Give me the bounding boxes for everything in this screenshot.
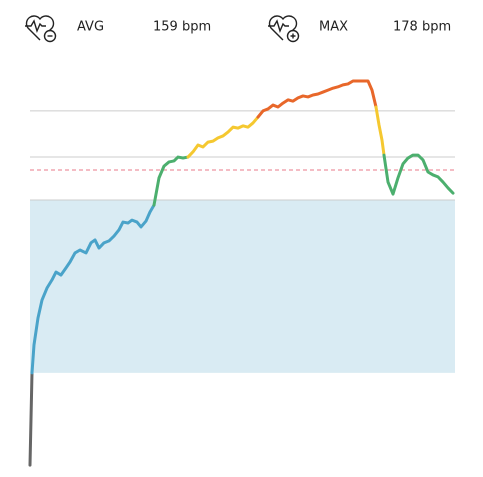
line-series	[374, 105, 386, 157]
avg-value: 159 bpm	[153, 20, 211, 35]
line-series	[382, 153, 455, 196]
line-series	[256, 79, 378, 119]
line-series	[30, 203, 156, 375]
max-icon	[268, 15, 300, 43]
avg-icon	[25, 15, 57, 43]
max-label: MAX	[319, 20, 348, 35]
avg-label: AVG	[77, 20, 104, 35]
line-series	[28, 371, 34, 467]
max-value: 178 bpm	[393, 20, 451, 35]
line-series	[186, 115, 260, 159]
zone-band	[30, 199, 455, 373]
line-series	[152, 155, 190, 207]
